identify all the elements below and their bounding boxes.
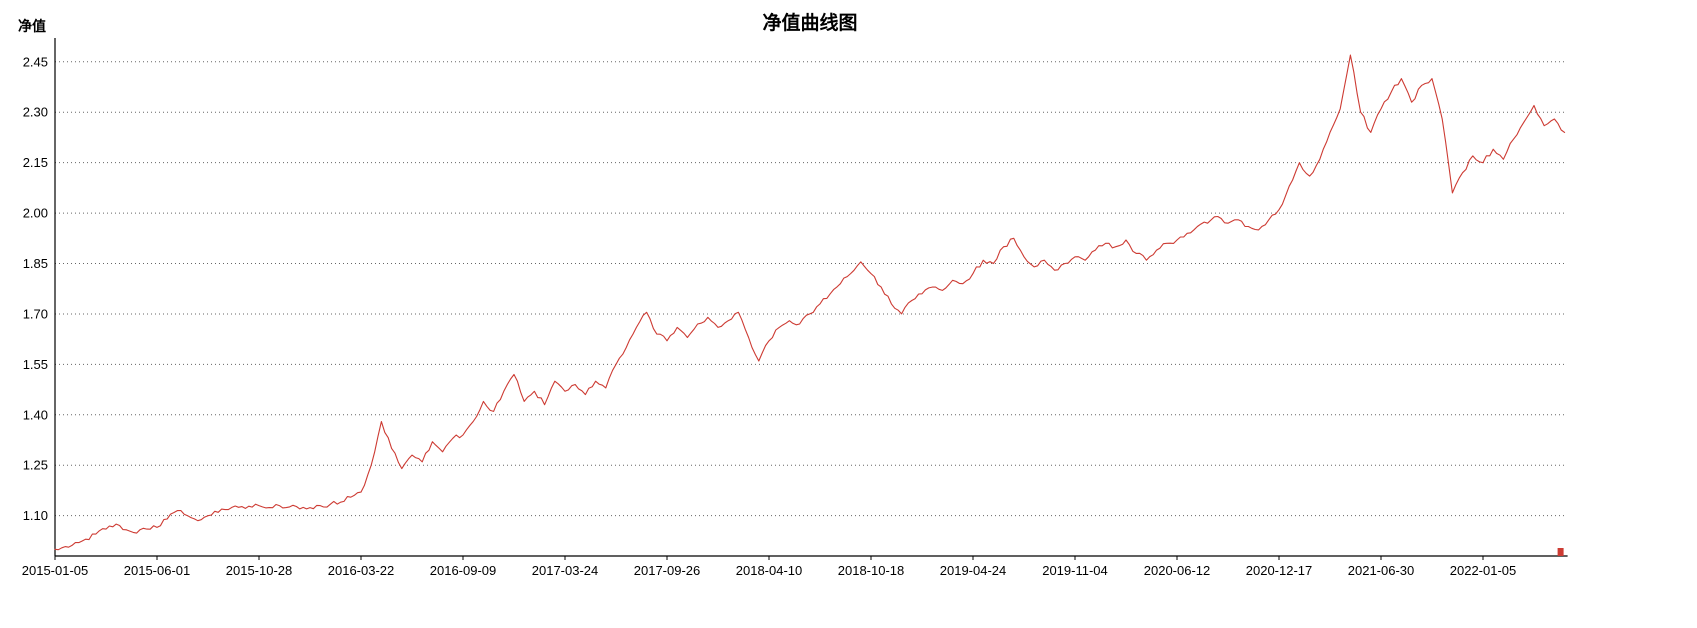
x-tick-label: 2019-11-04 [1042, 563, 1108, 578]
x-tick-label: 2017-03-24 [532, 563, 599, 578]
y-tick-label: 1.40 [23, 407, 48, 422]
chart-title: 净值曲线图 [762, 13, 858, 34]
x-tick-label: 2019-04-24 [940, 563, 1007, 578]
net-value-line [54, 54, 1566, 551]
x-tick-label: 2022-01-05 [1450, 563, 1517, 578]
axis-end-marker [1557, 548, 1564, 556]
x-tick-label: 2015-01-05 [22, 563, 89, 578]
x-tick-label: 2017-09-26 [634, 563, 701, 578]
x-tick-label: 2015-06-01 [124, 563, 191, 578]
y-tick-label: 1.70 [23, 306, 48, 321]
x-tick-label: 2015-10-28 [226, 563, 293, 578]
y-tick-label: 1.10 [23, 508, 48, 523]
y-tick-label: 2.00 [23, 206, 48, 221]
x-tick-label: 2016-03-22 [328, 563, 395, 578]
y-tick-label: 2.45 [23, 54, 48, 69]
x-tick-label: 2018-04-10 [736, 563, 803, 578]
x-tick-label: 2016-09-09 [430, 563, 497, 578]
y-tick-label: 1.55 [23, 357, 48, 372]
y-tick-label: 2.30 [23, 105, 48, 120]
y-axis-title: 净值 [18, 18, 46, 34]
x-tick-label: 2021-06-30 [1348, 563, 1415, 578]
y-tick-label: 1.25 [23, 458, 48, 473]
y-tick-label: 2.15 [23, 155, 48, 170]
x-tick-label: 2020-12-17 [1246, 563, 1313, 578]
x-tick-label: 2018-10-18 [838, 563, 905, 578]
y-tick-label: 1.85 [23, 256, 48, 271]
x-tick-label: 2020-06-12 [1144, 563, 1211, 578]
